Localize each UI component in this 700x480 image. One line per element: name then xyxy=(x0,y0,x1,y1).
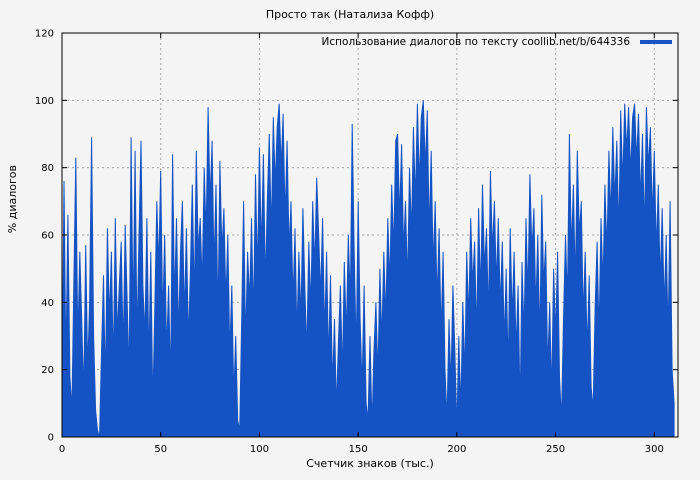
svg-text:0: 0 xyxy=(59,444,65,455)
svg-text:200: 200 xyxy=(447,444,466,455)
chart-legend: Использование диалогов по тексту coollib… xyxy=(322,36,672,48)
svg-text:0: 0 xyxy=(48,433,54,444)
svg-text:80: 80 xyxy=(41,163,54,174)
legend-line-swatch xyxy=(640,40,672,44)
svg-text:50: 50 xyxy=(154,444,167,455)
svg-text:120: 120 xyxy=(35,29,54,40)
svg-text:60: 60 xyxy=(41,231,54,242)
svg-text:150: 150 xyxy=(349,444,368,455)
svg-text:250: 250 xyxy=(546,444,565,455)
x-axis-label: Счетчик знаков (тыс.) xyxy=(306,457,434,470)
svg-text:300: 300 xyxy=(645,444,664,455)
svg-text:20: 20 xyxy=(41,365,54,376)
svg-text:100: 100 xyxy=(35,96,54,107)
chart-title: Просто так (Натализа Кофф) xyxy=(265,8,435,21)
svg-text:40: 40 xyxy=(41,298,54,309)
legend-label: Использование диалогов по тексту coollib… xyxy=(321,36,630,48)
svg-text:100: 100 xyxy=(250,444,269,455)
